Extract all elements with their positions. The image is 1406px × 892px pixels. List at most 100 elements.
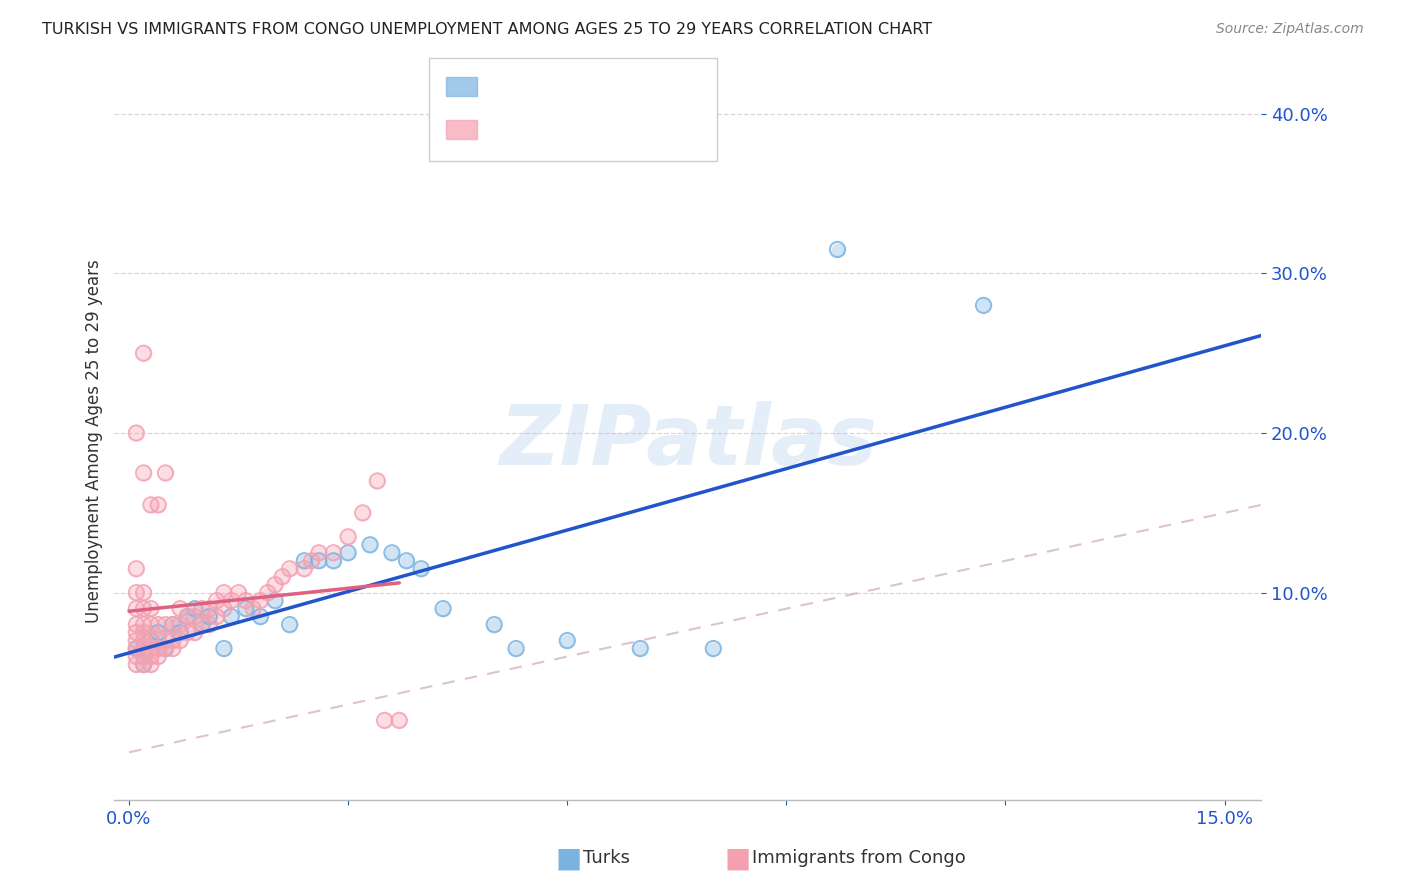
Point <box>148 625 170 640</box>
Point <box>271 570 294 584</box>
Point <box>337 546 360 560</box>
Point <box>301 554 323 568</box>
Point <box>162 641 184 656</box>
Point <box>374 714 396 728</box>
Point <box>198 601 221 615</box>
Point <box>235 593 257 607</box>
Point <box>352 506 374 520</box>
Point <box>249 593 271 607</box>
Point <box>169 601 191 615</box>
Point <box>125 585 148 599</box>
Point <box>198 609 221 624</box>
Point <box>205 609 228 624</box>
Point <box>139 641 162 656</box>
Point <box>827 243 849 257</box>
Point <box>973 298 995 312</box>
Point <box>249 609 271 624</box>
Point <box>352 506 374 520</box>
Point <box>212 585 235 599</box>
Point <box>169 617 191 632</box>
Point <box>191 617 214 632</box>
Point <box>219 593 242 607</box>
Point <box>184 625 207 640</box>
Point <box>198 609 221 624</box>
Point <box>132 601 155 615</box>
Point <box>235 601 257 615</box>
Y-axis label: Unemployment Among Ages 25 to 29 years: Unemployment Among Ages 25 to 29 years <box>86 260 103 623</box>
Point <box>212 601 235 615</box>
Point <box>308 554 330 568</box>
Point <box>205 593 228 607</box>
Point <box>702 641 724 656</box>
Point <box>139 617 162 632</box>
Point <box>125 562 148 576</box>
Point <box>132 657 155 672</box>
Point <box>132 346 155 360</box>
Point <box>322 554 344 568</box>
Point <box>139 498 162 512</box>
Point <box>249 609 271 624</box>
Point <box>169 633 191 648</box>
Point <box>132 633 155 648</box>
Point <box>198 617 221 632</box>
Point <box>125 562 148 576</box>
Text: Turks: Turks <box>583 849 630 867</box>
Point <box>176 609 198 624</box>
Point <box>132 625 155 640</box>
Point <box>132 617 155 632</box>
Point <box>308 554 330 568</box>
Point <box>184 601 207 615</box>
Point <box>337 530 360 544</box>
Point <box>366 474 388 488</box>
Point <box>278 617 301 632</box>
Point <box>264 578 287 592</box>
Point <box>162 633 184 648</box>
Point <box>132 649 155 664</box>
Point <box>411 562 433 576</box>
Point <box>132 657 155 672</box>
Point <box>169 601 191 615</box>
Point <box>139 633 162 648</box>
Point <box>148 633 170 648</box>
Point <box>278 617 301 632</box>
Point <box>308 546 330 560</box>
Point <box>292 554 315 568</box>
Point <box>132 585 155 599</box>
Point <box>484 617 506 632</box>
Point <box>125 657 148 672</box>
Point <box>139 601 162 615</box>
Point <box>381 546 404 560</box>
Point <box>278 562 301 576</box>
Point <box>212 585 235 599</box>
Point <box>242 601 264 615</box>
Point <box>366 474 388 488</box>
Point <box>228 585 250 599</box>
Point <box>125 625 148 640</box>
Point <box>132 617 155 632</box>
Point <box>242 601 264 615</box>
Point <box>155 641 177 656</box>
Point <box>337 530 360 544</box>
Point <box>148 649 170 664</box>
Point <box>169 633 191 648</box>
Point <box>125 601 148 615</box>
Point <box>628 641 651 656</box>
Point <box>169 617 191 632</box>
Point <box>555 633 578 648</box>
Text: 0.214: 0.214 <box>523 120 579 138</box>
Point <box>155 466 177 480</box>
Point <box>162 617 184 632</box>
Point <box>308 546 330 560</box>
Point <box>176 609 198 624</box>
Point <box>212 601 235 615</box>
Point <box>198 601 221 615</box>
Point <box>139 649 162 664</box>
Point <box>125 641 148 656</box>
Point <box>125 633 148 648</box>
Point <box>176 625 198 640</box>
Point <box>139 649 162 664</box>
Point <box>125 649 148 664</box>
Point <box>125 633 148 648</box>
Point <box>139 633 162 648</box>
Point <box>337 546 360 560</box>
